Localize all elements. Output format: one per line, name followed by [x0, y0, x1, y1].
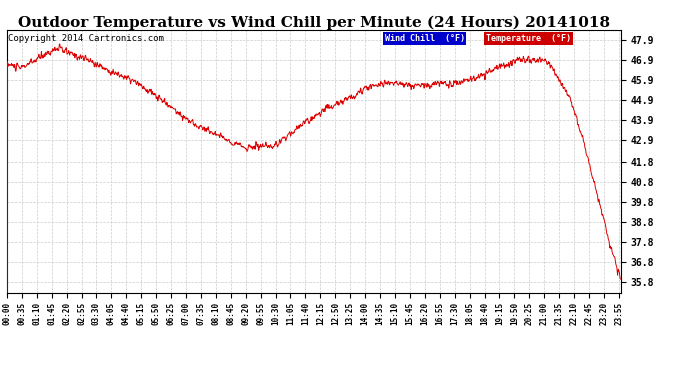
Text: Wind Chill  (°F): Wind Chill (°F) — [384, 34, 464, 43]
Text: Temperature  (°F): Temperature (°F) — [486, 34, 571, 43]
Title: Outdoor Temperature vs Wind Chill per Minute (24 Hours) 20141018: Outdoor Temperature vs Wind Chill per Mi… — [18, 16, 610, 30]
Text: Copyright 2014 Cartronics.com: Copyright 2014 Cartronics.com — [8, 34, 164, 43]
